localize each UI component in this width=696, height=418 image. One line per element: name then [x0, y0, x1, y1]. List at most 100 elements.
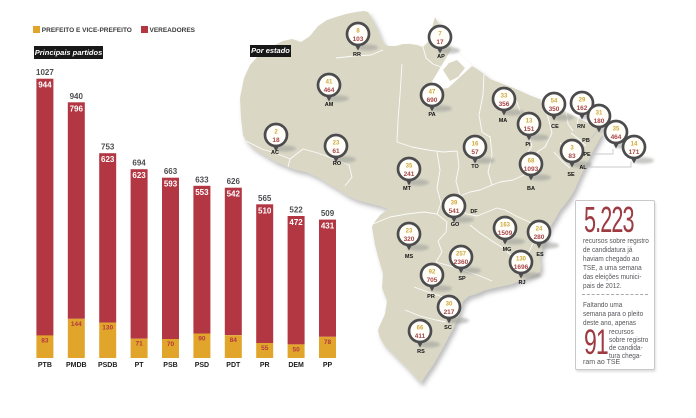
svg-text:151: 151: [524, 126, 535, 133]
svg-text:PT: PT: [135, 362, 145, 369]
svg-text:593: 593: [164, 180, 178, 189]
svg-text:PSDB: PSDB: [98, 362, 117, 369]
svg-text:68: 68: [528, 159, 535, 165]
svg-text:18: 18: [272, 137, 280, 144]
svg-text:171: 171: [629, 149, 640, 156]
svg-text:47: 47: [429, 90, 436, 96]
svg-text:2360: 2360: [454, 259, 469, 266]
svg-text:2: 2: [274, 130, 278, 136]
svg-text:17: 17: [436, 39, 444, 46]
svg-text:3: 3: [570, 146, 574, 152]
svg-text:SP: SP: [458, 276, 466, 282]
svg-text:944: 944: [38, 81, 52, 90]
svg-text:257: 257: [456, 252, 467, 258]
svg-text:39: 39: [451, 201, 458, 207]
svg-text:510: 510: [258, 206, 272, 215]
svg-text:41: 41: [326, 80, 333, 86]
svg-text:7: 7: [438, 32, 442, 38]
svg-text:PSD: PSD: [195, 362, 209, 369]
svg-text:83: 83: [41, 337, 49, 344]
svg-text:AM: AM: [325, 102, 334, 108]
svg-text:623: 623: [101, 155, 115, 164]
svg-text:84: 84: [230, 337, 238, 344]
svg-text:472: 472: [289, 218, 303, 227]
svg-text:54: 54: [551, 99, 558, 105]
svg-text:MG: MG: [503, 247, 512, 253]
svg-text:320: 320: [404, 236, 415, 243]
svg-text:83: 83: [568, 153, 576, 160]
svg-text:144: 144: [71, 321, 82, 328]
svg-text:464: 464: [611, 134, 622, 141]
svg-text:241: 241: [404, 171, 415, 178]
svg-text:DF: DF: [470, 209, 478, 215]
svg-text:522: 522: [289, 206, 303, 215]
svg-text:542: 542: [227, 190, 241, 199]
svg-text:BA: BA: [527, 186, 535, 192]
svg-text:356: 356: [499, 101, 510, 108]
svg-text:464: 464: [324, 87, 335, 94]
svg-text:705: 705: [427, 277, 438, 284]
svg-text:PI: PI: [525, 142, 531, 148]
svg-text:CE: CE: [551, 124, 559, 130]
svg-text:16: 16: [472, 142, 479, 148]
svg-text:PE: PE: [583, 152, 591, 158]
svg-text:509: 509: [321, 209, 335, 218]
svg-text:796: 796: [70, 104, 84, 113]
svg-text:SE: SE: [567, 172, 575, 178]
svg-text:SC: SC: [444, 325, 452, 331]
svg-text:217: 217: [444, 309, 455, 316]
svg-text:57: 57: [471, 149, 479, 156]
svg-text:TO: TO: [471, 164, 479, 170]
svg-text:78: 78: [324, 339, 332, 346]
svg-text:623: 623: [132, 171, 146, 180]
svg-text:690: 690: [427, 97, 438, 104]
svg-text:130: 130: [102, 325, 113, 332]
svg-text:DEM: DEM: [288, 362, 304, 369]
svg-text:PSB: PSB: [163, 362, 177, 369]
svg-text:753: 753: [101, 143, 115, 152]
svg-text:23: 23: [406, 229, 413, 235]
svg-text:633: 633: [195, 175, 209, 184]
svg-text:RR: RR: [353, 52, 361, 58]
svg-text:66: 66: [417, 326, 424, 332]
svg-text:411: 411: [415, 333, 426, 340]
svg-text:8: 8: [356, 29, 360, 35]
svg-text:PMDB: PMDB: [66, 362, 87, 369]
svg-text:ES: ES: [536, 252, 544, 258]
svg-text:RJ: RJ: [518, 280, 525, 286]
svg-text:1093: 1093: [524, 166, 539, 173]
svg-text:31: 31: [596, 111, 603, 117]
svg-text:163: 163: [500, 223, 511, 229]
svg-text:30: 30: [446, 302, 453, 308]
svg-text:565: 565: [258, 194, 272, 203]
svg-text:50: 50: [292, 346, 300, 353]
svg-text:35: 35: [406, 164, 413, 170]
svg-text:RN: RN: [577, 124, 585, 130]
svg-text:71: 71: [135, 341, 143, 348]
svg-text:PB: PB: [582, 138, 590, 144]
svg-text:162: 162: [577, 105, 588, 112]
svg-text:1027: 1027: [36, 68, 54, 77]
svg-text:29: 29: [579, 98, 586, 104]
svg-text:PA: PA: [428, 112, 435, 118]
svg-text:33: 33: [501, 94, 508, 100]
svg-text:AL: AL: [579, 165, 587, 171]
svg-text:541: 541: [449, 208, 460, 215]
svg-text:13: 13: [526, 119, 533, 125]
svg-text:PTB: PTB: [38, 362, 52, 369]
svg-text:PDT: PDT: [226, 362, 241, 369]
svg-text:663: 663: [164, 167, 178, 176]
svg-text:92: 92: [429, 270, 436, 276]
svg-text:350: 350: [549, 106, 560, 113]
svg-text:RS: RS: [417, 349, 425, 355]
svg-text:MT: MT: [403, 186, 412, 192]
svg-text:35: 35: [613, 127, 620, 133]
svg-text:180: 180: [594, 118, 605, 125]
svg-text:940: 940: [70, 92, 84, 101]
svg-text:130: 130: [516, 257, 527, 263]
svg-text:280: 280: [534, 234, 545, 241]
svg-text:90: 90: [198, 336, 206, 343]
svg-text:GO: GO: [451, 222, 460, 228]
svg-text:626: 626: [227, 177, 241, 186]
svg-text:553: 553: [195, 188, 209, 197]
